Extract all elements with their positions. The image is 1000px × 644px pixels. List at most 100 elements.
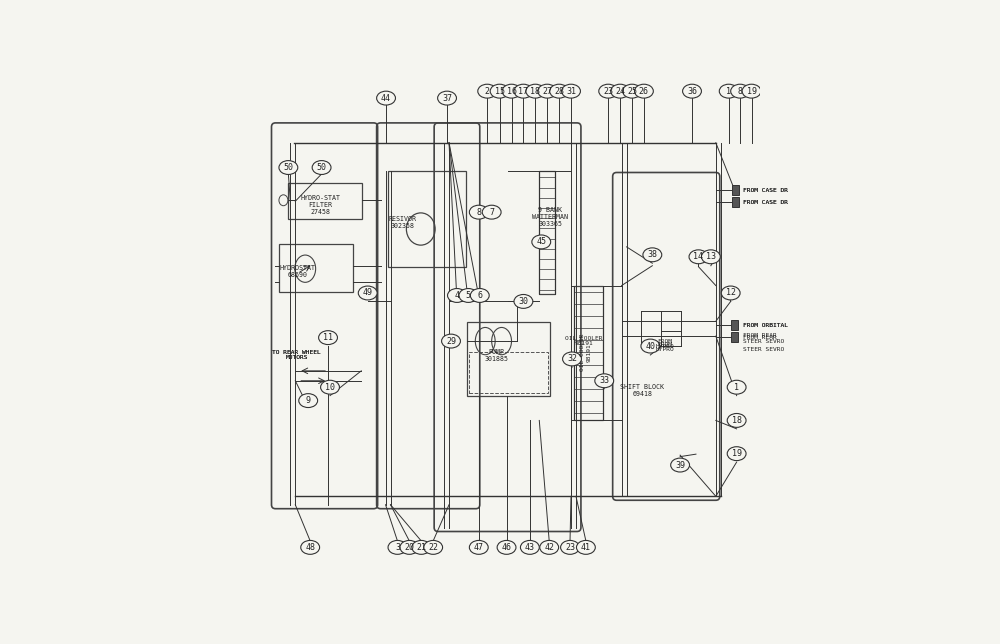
Ellipse shape xyxy=(550,84,569,98)
Text: 12: 12 xyxy=(726,289,736,298)
Bar xyxy=(469,352,548,393)
Ellipse shape xyxy=(442,334,460,348)
Ellipse shape xyxy=(400,540,419,554)
Ellipse shape xyxy=(719,84,738,98)
Text: 25: 25 xyxy=(627,87,637,96)
Ellipse shape xyxy=(459,289,478,303)
Ellipse shape xyxy=(514,294,533,308)
Text: FROM CASE DR: FROM CASE DR xyxy=(743,200,788,205)
Text: 50: 50 xyxy=(317,163,327,172)
Ellipse shape xyxy=(538,84,557,98)
Ellipse shape xyxy=(727,447,746,460)
Text: TO REAR WHEEL
MOTORS: TO REAR WHEEL MOTORS xyxy=(272,350,321,361)
Text: OIL COOLER
98191: OIL COOLER 98191 xyxy=(580,334,591,371)
Ellipse shape xyxy=(478,84,497,98)
Text: 3: 3 xyxy=(395,543,400,552)
Ellipse shape xyxy=(727,380,746,394)
Text: 5: 5 xyxy=(466,291,471,300)
Text: 9 BANK
WATTERMAN
303365: 9 BANK WATTERMAN 303365 xyxy=(532,207,568,227)
Text: 15: 15 xyxy=(495,87,505,96)
Ellipse shape xyxy=(299,393,318,408)
Text: PUMP
301885: PUMP 301885 xyxy=(485,350,509,363)
Ellipse shape xyxy=(742,84,761,98)
Text: 26: 26 xyxy=(639,87,649,96)
Ellipse shape xyxy=(623,84,641,98)
Bar xyxy=(467,322,550,395)
Ellipse shape xyxy=(497,540,516,554)
Text: RESIVOR
302358: RESIVOR 302358 xyxy=(388,216,416,229)
Text: 38: 38 xyxy=(647,251,657,260)
Ellipse shape xyxy=(520,540,539,554)
Ellipse shape xyxy=(721,286,740,300)
Text: 6: 6 xyxy=(477,291,482,300)
Text: 27: 27 xyxy=(542,87,552,96)
Text: 13: 13 xyxy=(706,252,716,261)
Text: 4: 4 xyxy=(454,291,459,300)
Text: 21: 21 xyxy=(416,543,426,552)
Ellipse shape xyxy=(377,91,395,105)
Bar xyxy=(539,171,555,294)
Text: STEER SEVRO: STEER SEVRO xyxy=(743,346,784,352)
Ellipse shape xyxy=(701,250,720,264)
Text: 37: 37 xyxy=(442,93,452,102)
Text: FROM
HYPRO: FROM HYPRO xyxy=(656,341,675,352)
Text: 16: 16 xyxy=(507,87,517,96)
Bar xyxy=(279,244,353,292)
Text: FROM CASE DR: FROM CASE DR xyxy=(743,200,788,205)
Ellipse shape xyxy=(634,84,653,98)
Ellipse shape xyxy=(563,352,581,366)
Bar xyxy=(388,171,466,267)
Ellipse shape xyxy=(532,235,551,249)
Bar xyxy=(731,320,738,330)
Bar xyxy=(732,197,739,207)
Text: 8: 8 xyxy=(738,87,743,96)
Ellipse shape xyxy=(438,91,456,105)
Ellipse shape xyxy=(469,540,488,554)
Text: 41: 41 xyxy=(581,543,591,552)
Text: 24: 24 xyxy=(615,87,625,96)
Ellipse shape xyxy=(470,289,489,303)
Text: 14: 14 xyxy=(693,252,703,261)
Ellipse shape xyxy=(526,84,545,98)
Text: 7: 7 xyxy=(489,207,494,216)
Text: 43: 43 xyxy=(525,543,535,552)
Ellipse shape xyxy=(482,205,501,219)
Text: 28: 28 xyxy=(554,87,564,96)
Text: 48: 48 xyxy=(305,543,315,552)
Text: 50: 50 xyxy=(283,163,293,172)
Text: 30: 30 xyxy=(518,297,528,306)
Text: 32: 32 xyxy=(567,354,577,363)
Text: 45: 45 xyxy=(536,238,546,247)
Ellipse shape xyxy=(319,330,337,345)
Ellipse shape xyxy=(561,540,579,554)
Bar xyxy=(574,285,603,421)
Ellipse shape xyxy=(576,540,595,554)
Ellipse shape xyxy=(611,84,630,98)
Text: 1: 1 xyxy=(734,383,739,392)
Text: OIL COOLER
98191: OIL COOLER 98191 xyxy=(565,336,603,346)
Ellipse shape xyxy=(490,84,509,98)
Text: FROM REAR
STEER SEVRO: FROM REAR STEER SEVRO xyxy=(743,333,784,343)
Text: 22: 22 xyxy=(428,543,438,552)
Text: 1: 1 xyxy=(726,87,731,96)
Text: 9: 9 xyxy=(306,396,311,405)
Text: 19: 19 xyxy=(732,449,742,458)
Text: 17: 17 xyxy=(518,87,528,96)
Ellipse shape xyxy=(641,339,660,353)
Ellipse shape xyxy=(279,194,288,205)
Text: FROM ORBITAL: FROM ORBITAL xyxy=(743,323,788,328)
Text: 39: 39 xyxy=(675,460,685,469)
Text: HYDROSTAT
68690: HYDROSTAT 68690 xyxy=(279,265,315,278)
Bar xyxy=(288,183,362,218)
Text: 31: 31 xyxy=(566,87,576,96)
Ellipse shape xyxy=(279,160,298,175)
Ellipse shape xyxy=(514,84,533,98)
Text: 33: 33 xyxy=(599,376,609,385)
Text: 47: 47 xyxy=(474,543,484,552)
Ellipse shape xyxy=(689,250,708,264)
Text: 8: 8 xyxy=(476,207,481,216)
Text: 49: 49 xyxy=(363,289,373,298)
Ellipse shape xyxy=(424,540,443,554)
Text: 2: 2 xyxy=(485,87,490,96)
Bar xyxy=(732,185,739,195)
